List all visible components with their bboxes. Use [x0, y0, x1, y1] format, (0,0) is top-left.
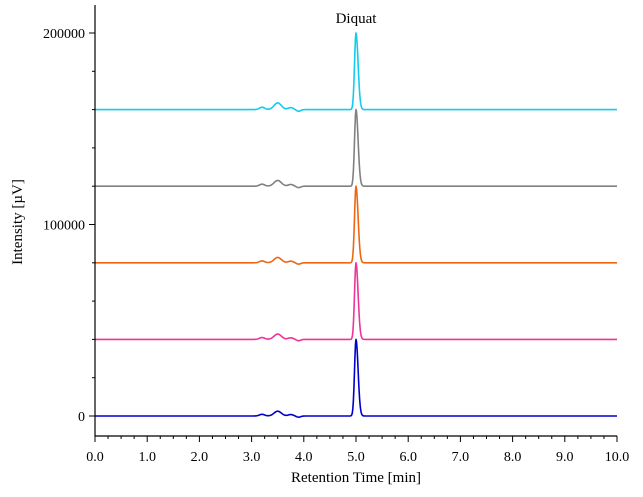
y-ticks-group: 0 100000 200000: [43, 27, 95, 425]
x-tick-label: 10.0: [605, 450, 630, 465]
chromatogram-trace-5: [94, 32, 618, 113]
x-tick-label: 7.0: [452, 450, 470, 465]
x-ticks-group: 0.0 1.0 2.0 3.0 4.0 5.0 6.0 7.0 8.0 9.0 10.0: [86, 436, 629, 465]
x-tick-label: 0.0: [86, 450, 104, 465]
chromatogram-trace-2: [94, 261, 618, 342]
y-tick-label: 200000: [43, 27, 85, 42]
chromatogram-trace-3: [94, 185, 618, 265]
x-tick-label: 9.0: [556, 450, 574, 465]
peak-annotation-diquat: Diquat: [336, 11, 378, 27]
x-axis-title: Retention Time [min]: [291, 470, 421, 486]
x-tick-label: 8.0: [504, 450, 522, 465]
traces-group: [94, 32, 618, 418]
y-tick-label: 100000: [43, 219, 85, 234]
x-tick-label: 2.0: [191, 450, 209, 465]
x-tick-label: 5.0: [347, 450, 365, 465]
y-axis-title: Intensity [µV]: [10, 179, 26, 265]
x-tick-label: 6.0: [399, 450, 417, 465]
chromatogram-trace-4: [94, 108, 618, 189]
x-tick-label: 3.0: [243, 450, 261, 465]
chromatogram-trace-1: [94, 338, 618, 418]
x-tick-label: 1.0: [138, 450, 156, 465]
x-tick-label: 4.0: [295, 450, 313, 465]
y-tick-label: 0: [78, 410, 85, 425]
